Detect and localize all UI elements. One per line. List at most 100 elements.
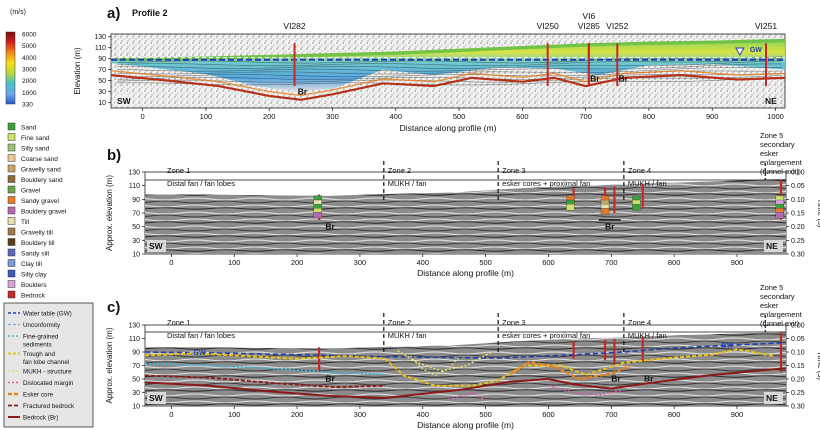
colorbar-unit: (m/s) (10, 9, 26, 16)
y-tick: 50 (132, 377, 140, 384)
zone-title: Zone 2 (388, 166, 411, 175)
legend-label: Boulders (21, 282, 47, 289)
y-tick: 90 (132, 350, 140, 357)
legend-swatch (7, 122, 16, 131)
bedrock-line (110, 74, 786, 101)
y-tick: 70 (132, 363, 140, 370)
time-tick: 0.25 (791, 238, 805, 245)
y-tick: 30 (132, 390, 140, 397)
legend-label: Water table (GW) (23, 311, 72, 318)
corner-label-sw: SW (117, 96, 132, 106)
time-axis-label: Time (s) (816, 198, 820, 227)
y-axis-label: Elevation (m) (73, 47, 82, 94)
zone-title: Zone 4 (628, 318, 651, 327)
legend-label: Clay till (21, 261, 43, 268)
borehole-label: VI251 (755, 21, 777, 31)
colorbar-tick: 6000 (22, 32, 37, 39)
colorbar-tick: 2000 (22, 78, 37, 85)
water-table-line (144, 341, 787, 359)
zone5-label: enlargement (760, 158, 803, 167)
zone-subtitle: MUKH / fan (388, 331, 427, 340)
bedrock-label: Br (644, 374, 654, 384)
zone5-label: enlargement (760, 310, 803, 319)
zone5-label: (tunnel exit) (760, 167, 800, 176)
dislocated-margin-line (447, 391, 486, 402)
legend-swatch (7, 175, 16, 183)
dislocated-margin-line (548, 385, 625, 396)
y-tick: 130 (128, 323, 140, 330)
x-tick: 800 (668, 410, 681, 419)
zone-title: Zone 1 (167, 318, 190, 327)
x-tick: 400 (390, 112, 403, 121)
mukh-structure-line (397, 350, 493, 372)
y-tick: 30 (132, 238, 140, 245)
time-tick: 0.30 (791, 252, 805, 259)
corner-label-ne: NE (766, 241, 778, 251)
legend-swatch (7, 185, 16, 194)
bedrock-label: Br (590, 74, 600, 84)
legend-swatch (7, 259, 16, 267)
fractured-bedrock-line (144, 374, 386, 389)
material-legend: Sand Fine sand Silty sand Coarse sand Gravel… (7, 122, 67, 300)
x-tick: 500 (479, 410, 492, 419)
y-tick: 70 (132, 211, 140, 218)
interpretation-legend: Water table (GW) Unconformity Fine-grained… (3, 302, 94, 428)
bedrock-label: Br (605, 221, 615, 231)
legend-label: MUKH - structure (23, 369, 72, 376)
colorbar-tick: 330 (22, 102, 33, 109)
time-tick: 0.00 (791, 323, 805, 330)
x-tick: 400 (417, 410, 430, 419)
time-tick: 0.10 (791, 350, 805, 357)
fine-grained-line (144, 362, 386, 376)
zone-subtitle: esker cores + proximal fan (502, 331, 590, 340)
legend-label: Coarse sand (21, 156, 58, 163)
x-tick: 300 (354, 410, 367, 419)
legend-label: Sandy silt (21, 251, 49, 258)
lithology-cell (632, 203, 641, 211)
bedrock-label: Br (325, 374, 335, 384)
legend-label: Till (21, 219, 30, 226)
legend-label: Silty clay (21, 272, 47, 279)
bedrock-label: Br (298, 86, 308, 96)
gw-triangle-icon (735, 47, 745, 57)
zone5-label: esker (760, 149, 779, 158)
legend-label: Fractured bedrock (23, 403, 75, 410)
legend-swatch (7, 154, 16, 162)
corner-label-sw: SW (149, 393, 164, 403)
x-tick: 500 (479, 258, 492, 267)
x-tick: 1000 (767, 112, 784, 121)
legend-label: Dislocated margin (23, 380, 74, 387)
zone-subtitle: MUKH / fan (628, 331, 667, 340)
time-tick: 0.20 (791, 377, 805, 384)
x-axis-label: Distance along profile (m) (417, 268, 514, 278)
legend-label: Silty sand (21, 146, 50, 153)
legend-swatch (7, 227, 16, 236)
bedrock-line (144, 367, 787, 399)
legend-swatch (7, 280, 16, 288)
borehole-label: VI250 (537, 21, 559, 31)
x-tick: 300 (354, 258, 367, 267)
zone-subtitle: Distal fan / fan lobes (167, 179, 235, 188)
y-tick: 130 (128, 170, 140, 177)
x-tick: 0 (141, 112, 145, 121)
legend-swatch (7, 269, 16, 278)
zone5-label: Zone 5 (760, 131, 783, 140)
panel-b-letter: b) (107, 147, 121, 164)
y-tick: 110 (129, 336, 140, 343)
borehole-label: VI6 (582, 11, 595, 21)
x-tick: 200 (291, 258, 304, 267)
y-tick: 90 (98, 56, 106, 63)
legend-label: Bouldery till (21, 240, 55, 247)
zone-subtitle: esker cores + proximal fan (502, 179, 590, 188)
y-tick: 10 (98, 100, 106, 107)
y-tick: 90 (132, 197, 140, 204)
y-axis-label: Approx. elevation (m) (105, 175, 114, 251)
time-tick: 0.05 (791, 336, 805, 343)
y-tick: 110 (95, 45, 106, 52)
esker-core-line (510, 360, 631, 381)
legend-label: Sandy gravel (21, 198, 59, 205)
time-tick: 0.15 (791, 363, 805, 370)
corner-label-sw: SW (149, 241, 164, 251)
